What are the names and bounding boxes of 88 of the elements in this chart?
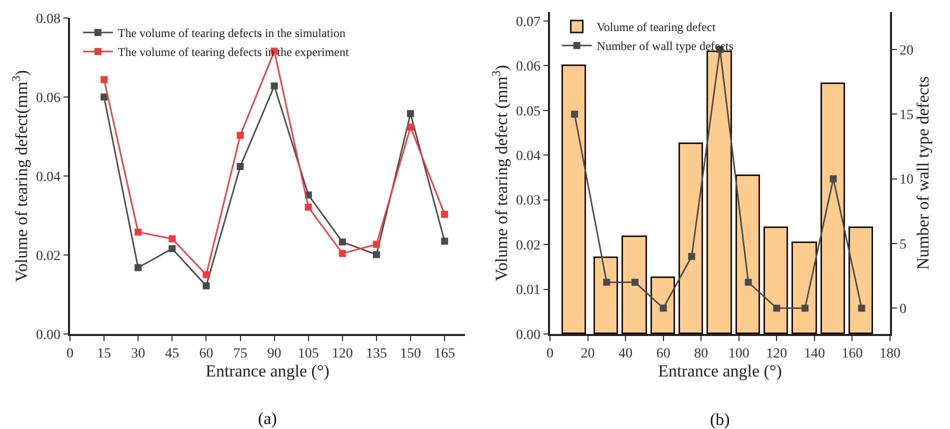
y2-tick-label: 5 <box>900 237 907 252</box>
point <box>441 238 448 245</box>
y-tick-label: 0.04 <box>36 170 60 185</box>
bar <box>736 174 760 334</box>
point <box>236 163 244 170</box>
point <box>372 251 380 258</box>
y-tick-label: 0.03 <box>516 194 540 209</box>
text: (a) <box>258 409 277 428</box>
x-tick-label: 80 <box>694 346 708 362</box>
y2-tick-label: 15 <box>900 108 914 124</box>
point <box>407 124 414 131</box>
y-tick-label: 0.08 <box>36 12 60 27</box>
point <box>773 304 780 312</box>
x-tick-label: 160 <box>842 346 863 362</box>
x-tick-label: 150 <box>400 346 422 362</box>
x-tick-label: 180 <box>880 346 900 362</box>
y-tick-label: 0.07 <box>516 14 540 30</box>
point <box>270 82 278 90</box>
y2-tick-label: 20 <box>900 43 914 58</box>
point <box>603 278 610 286</box>
bar <box>562 64 586 334</box>
y-tick-label: 0.00 <box>36 328 60 343</box>
point <box>802 304 808 312</box>
y-tick-label: 0.06 <box>516 60 540 75</box>
point <box>660 304 667 312</box>
point <box>100 94 108 100</box>
y2-tick-label: 0 <box>900 302 907 318</box>
bar <box>594 256 618 334</box>
y2-axis-title: Number of wall type defects <box>914 76 933 270</box>
y-tick-label: 0.02 <box>516 238 540 254</box>
y2-tick-label: 10 <box>900 172 914 188</box>
x-tick-label: 75 <box>233 346 248 362</box>
y-tick-label: 0.01 <box>516 283 540 298</box>
point <box>830 175 837 182</box>
y-tick-label: 0.05 <box>516 104 540 120</box>
bar <box>792 242 817 334</box>
x-tick-label: 120 <box>766 346 788 362</box>
point <box>338 238 346 246</box>
point <box>441 210 448 218</box>
y-tick-label: 0.02 <box>36 248 60 264</box>
point <box>134 228 142 236</box>
point <box>134 264 142 272</box>
text: (b) <box>710 410 730 429</box>
x-tick-label: 15 <box>97 346 112 362</box>
x-tick-label: 165 <box>434 346 456 362</box>
point <box>236 132 244 139</box>
x-tick-label: 100 <box>728 346 750 362</box>
x-tick-label: 20 <box>580 346 595 362</box>
x-tick-label: 60 <box>656 346 670 362</box>
bar <box>622 236 647 334</box>
legend-label: The volume of tearing defects in the simulation <box>118 26 346 40</box>
legend-label: Volume of tearing defect <box>596 20 716 34</box>
bar <box>764 226 788 334</box>
point <box>632 278 638 286</box>
point <box>304 204 312 211</box>
x-axis-title: Entrance angle (°) <box>658 362 782 381</box>
x-tick-label: 30 <box>131 346 146 362</box>
x-tick-label: 0 <box>546 346 554 362</box>
x-axis-title: Entrance angle (°) <box>206 362 330 381</box>
point <box>168 235 176 242</box>
x-tick-label: 120 <box>332 346 353 362</box>
x-tick-label: 140 <box>804 346 825 362</box>
point <box>100 76 108 84</box>
bar <box>848 226 873 334</box>
bar <box>650 276 675 334</box>
x-tick-label: 105 <box>298 346 319 362</box>
point <box>744 278 752 286</box>
y-tick-label: 0.04 <box>516 149 540 164</box>
bar <box>820 82 845 334</box>
x-tick-label: 60 <box>199 346 214 362</box>
point <box>338 250 346 257</box>
point <box>372 240 380 248</box>
point <box>168 245 176 252</box>
x-tick-label: 45 <box>165 346 180 362</box>
y-tick-label: 0.06 <box>36 90 60 106</box>
y-tick-label: 0.00 <box>516 328 540 343</box>
point <box>571 110 578 118</box>
bar <box>678 142 703 334</box>
point <box>202 282 210 290</box>
bar <box>706 50 732 334</box>
point <box>202 271 210 278</box>
x-tick-label: 0 <box>66 346 74 362</box>
x-tick-label: 40 <box>618 346 633 362</box>
point <box>688 252 696 260</box>
point <box>858 304 866 312</box>
x-tick-label: 90 <box>267 346 282 362</box>
point <box>407 110 414 118</box>
x-tick-label: 135 <box>366 346 387 362</box>
